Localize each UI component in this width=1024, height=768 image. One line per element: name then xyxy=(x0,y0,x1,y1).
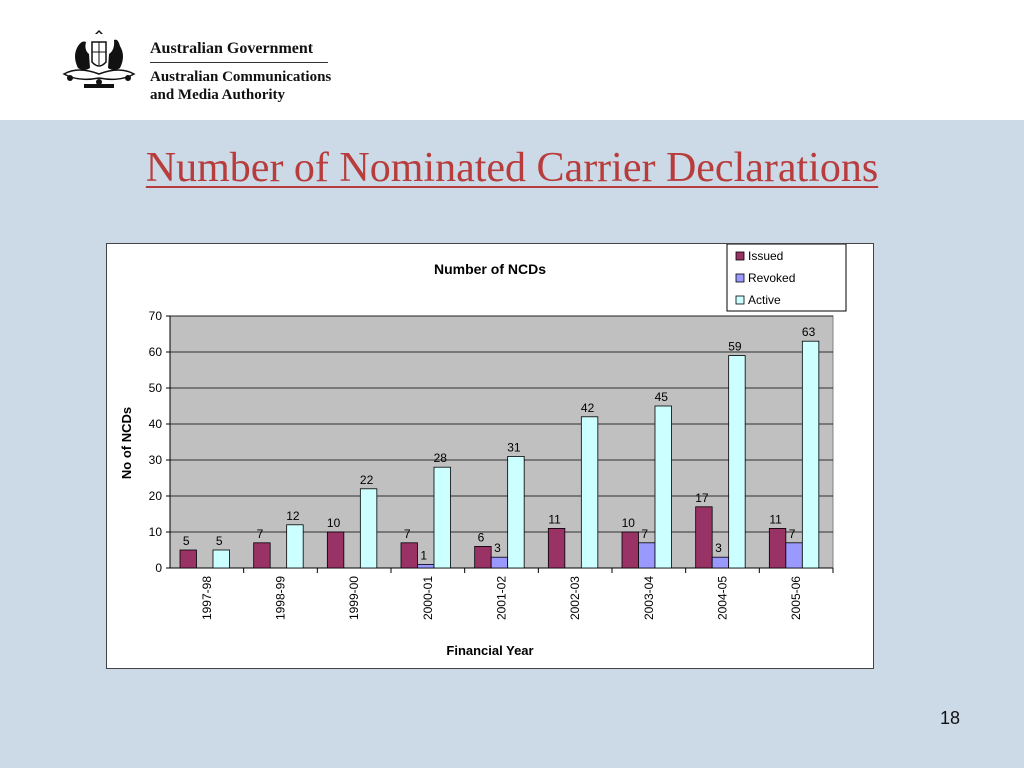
data-label-issued: 7 xyxy=(404,527,411,541)
bar-active-1999-00 xyxy=(359,488,378,569)
bar-revoked-2003-04 xyxy=(638,542,656,569)
x-tick-label: 1998-99 xyxy=(274,576,288,620)
page-number: 18 xyxy=(940,708,961,728)
data-label-issued: 5 xyxy=(183,534,190,548)
bar-issued-2000-01 xyxy=(400,542,418,569)
bar-issued-1998-99 xyxy=(253,542,271,569)
bar-issued-1997-98 xyxy=(179,549,197,569)
bar-issued-2001-02 xyxy=(474,545,492,569)
data-label-issued: 10 xyxy=(327,516,341,530)
slide-title: Number of Nominated Carrier Declarations xyxy=(145,145,879,191)
x-tick-label: 2002-03 xyxy=(568,576,582,620)
data-label-active: 63 xyxy=(802,325,816,339)
gov-line-3: and Media Authority xyxy=(150,87,286,103)
chart-container: Number of NCDs 0 10 20 30 40 50 60 70 5 5 1997-98 7 1… xyxy=(106,243,874,669)
y-tick-label: 10 xyxy=(149,525,163,539)
header: Australian Government Australian Communi… xyxy=(0,0,1024,120)
data-label-issued: 17 xyxy=(695,491,709,505)
data-label-active: 22 xyxy=(360,473,374,487)
data-label-revoked: 3 xyxy=(715,541,722,555)
data-label-active: 42 xyxy=(581,401,595,415)
data-label-issued: 11 xyxy=(548,512,561,526)
y-tick-label: 20 xyxy=(149,489,163,503)
legend-label-active: Active xyxy=(748,293,781,307)
legend-label-revoked: Revoked xyxy=(748,271,795,285)
y-tick-label: 60 xyxy=(149,345,163,359)
data-label-issued: 11 xyxy=(769,512,782,526)
data-label-issued: 10 xyxy=(622,516,636,530)
bar-revoked-2001-02 xyxy=(490,556,509,569)
y-tick-label: 40 xyxy=(149,417,163,431)
legend-swatch-issued xyxy=(735,251,745,261)
gov-line-2: Australian Communications xyxy=(150,69,332,85)
data-label-issued: 6 xyxy=(478,530,485,544)
x-tick-label: 2000-01 xyxy=(421,576,435,620)
bar-active-2000-01 xyxy=(433,466,451,569)
x-tick-label: 1999-00 xyxy=(347,576,361,620)
y-tick-label: 70 xyxy=(149,309,163,323)
bar-active-1998-99 xyxy=(286,524,304,569)
data-label-revoked: 1 xyxy=(420,548,427,562)
bar-issued-1999-00 xyxy=(326,531,345,569)
bar-revoked-2004-05 xyxy=(711,556,730,569)
bar-revoked-2005-06 xyxy=(785,542,803,569)
government-wordmark: Australian Government Australian Communi… xyxy=(150,40,331,104)
data-label-revoked: 7 xyxy=(641,527,648,541)
data-label-active: 31 xyxy=(507,440,521,454)
bar-issued-2003-04 xyxy=(621,531,639,569)
legend-box xyxy=(726,243,847,312)
bar-issued-2002-03 xyxy=(547,527,566,569)
data-label-revoked: 7 xyxy=(789,527,796,541)
plot-area xyxy=(169,315,834,569)
bar-active-2003-04 xyxy=(654,405,672,569)
data-label-revoked: 3 xyxy=(494,541,501,555)
legend-label-issued: Issued xyxy=(748,249,783,263)
y-tick-label: 30 xyxy=(149,453,163,467)
x-tick-label: 1997-98 xyxy=(200,576,214,620)
data-label-active: 5 xyxy=(216,534,223,548)
data-label-active: 59 xyxy=(728,340,742,354)
bar-active-2002-03 xyxy=(580,416,599,569)
bar-active-2001-02 xyxy=(507,455,525,569)
x-tick-label: 2005-06 xyxy=(789,576,803,620)
y-tick-label: 50 xyxy=(149,381,163,395)
bar-revoked-2000-01 xyxy=(417,563,435,569)
bar-issued-2005-06 xyxy=(768,527,787,569)
gov-line-1: Australian Government xyxy=(150,40,314,57)
data-label-active: 45 xyxy=(655,390,669,404)
x-tick-label: 2003-04 xyxy=(642,576,656,620)
coat-of-arms-icon xyxy=(62,30,136,88)
y-tick-label: 0 xyxy=(155,561,162,575)
bar-issued-2004-05 xyxy=(695,506,713,569)
wordmark-divider xyxy=(150,62,328,63)
x-tick-label: 2004-05 xyxy=(716,576,730,620)
bar-active-2005-06 xyxy=(801,340,820,569)
chart-title: Number of NCDs xyxy=(434,261,546,277)
x-tick-label: 2001-02 xyxy=(495,576,509,620)
data-label-active: 12 xyxy=(286,509,300,523)
data-label-issued: 7 xyxy=(257,527,264,541)
y-axis-title: No of NCDs xyxy=(119,407,134,479)
data-label-active: 28 xyxy=(434,451,448,465)
bar-active-2004-05 xyxy=(728,355,746,569)
legend-swatch-active xyxy=(735,295,745,305)
bar-active-1997-98 xyxy=(212,549,230,569)
legend-swatch-revoked xyxy=(735,273,745,283)
x-axis-title: Financial Year xyxy=(446,643,533,658)
